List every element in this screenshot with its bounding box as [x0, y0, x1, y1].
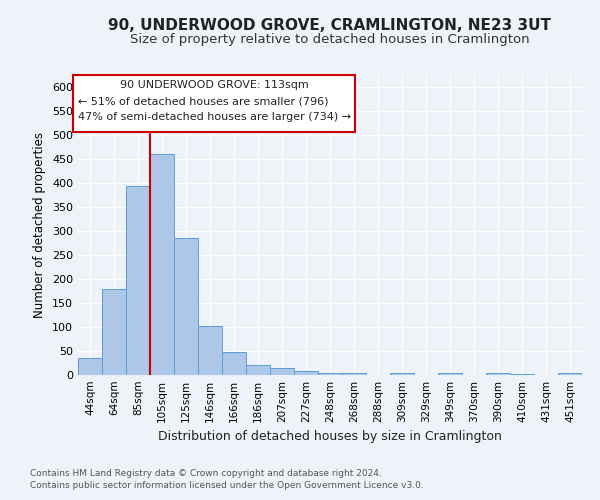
FancyBboxPatch shape: [73, 75, 355, 132]
Bar: [246, 366, 270, 375]
Bar: [198, 326, 222, 375]
Bar: [78, 358, 102, 375]
Bar: [126, 186, 150, 375]
Bar: [150, 154, 174, 375]
Text: ← 51% of detached houses are smaller (796): ← 51% of detached houses are smaller (79…: [78, 96, 329, 106]
Bar: [222, 352, 246, 375]
Text: Contains public sector information licensed under the Open Government Licence v3: Contains public sector information licen…: [30, 481, 424, 490]
Bar: [486, 373, 510, 375]
Bar: [438, 373, 462, 375]
Bar: [318, 372, 342, 375]
Text: 90, UNDERWOOD GROVE, CRAMLINGTON, NE23 3UT: 90, UNDERWOOD GROVE, CRAMLINGTON, NE23 3…: [109, 18, 551, 32]
Bar: [390, 373, 414, 375]
Bar: [270, 368, 294, 375]
Text: Distribution of detached houses by size in Cramlington: Distribution of detached houses by size …: [158, 430, 502, 443]
Y-axis label: Number of detached properties: Number of detached properties: [34, 132, 46, 318]
Bar: [102, 288, 126, 375]
Bar: [558, 373, 582, 375]
Bar: [174, 238, 198, 375]
Text: 90 UNDERWOOD GROVE: 113sqm: 90 UNDERWOOD GROVE: 113sqm: [120, 80, 308, 90]
Bar: [342, 373, 366, 375]
Text: Size of property relative to detached houses in Cramlington: Size of property relative to detached ho…: [130, 32, 530, 46]
Text: 47% of semi-detached houses are larger (734) →: 47% of semi-detached houses are larger (…: [78, 112, 351, 122]
Text: Contains HM Land Registry data © Crown copyright and database right 2024.: Contains HM Land Registry data © Crown c…: [30, 468, 382, 477]
Bar: [510, 374, 534, 375]
Bar: [294, 370, 318, 375]
